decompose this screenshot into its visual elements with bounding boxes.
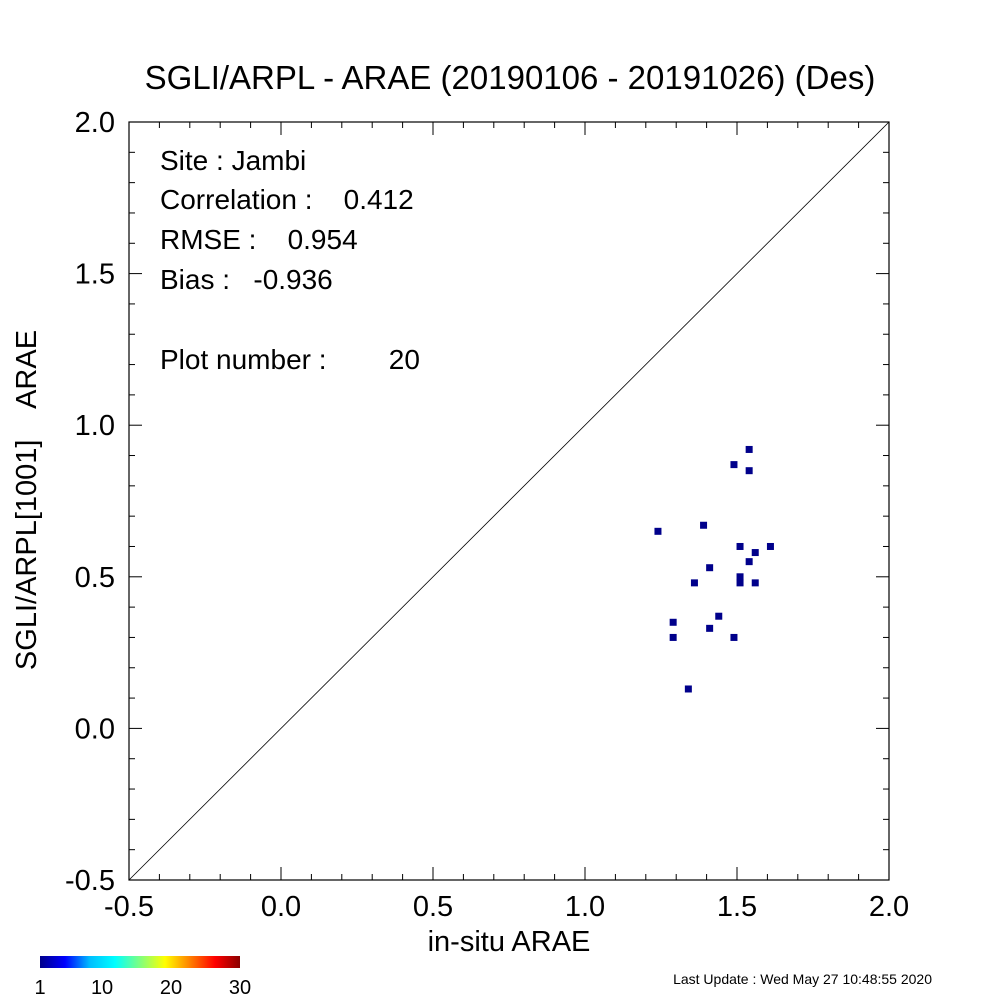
stats-block: Site : Jambi Correlation : 0.412 RMSE : … [160,145,420,375]
chart-title: SGLI/ARPL - ARAE (20190106 - 20191026) (… [145,59,876,96]
data-point [751,579,759,587]
data-point [745,558,753,566]
x-tick-label: 1.5 [717,891,757,923]
y-tick-label: 1.0 [75,410,115,442]
y-tick-label: 0.5 [75,562,115,594]
data-point [745,445,753,453]
stat-correlation: Correlation : 0.412 [160,184,414,215]
axis-tick-labels: -0.5 0.0 0.5 1.0 1.5 2.0 -0.5 0.0 0.5 1.0 1.5 2.0 [65,107,909,923]
data-point [766,542,774,550]
colorbar-tick-label: 30 [229,977,251,999]
data-point [684,685,692,693]
stat-site: Site : Jambi [160,145,306,176]
data-point [730,633,738,641]
x-tick-label: 0.0 [261,891,301,923]
colorbar-tick-labels: 1 10 20 30 [34,977,251,999]
y-tick-label: 2.0 [75,107,115,139]
data-point [715,612,723,620]
y-tick-label: 0.0 [75,713,115,745]
x-tick-label: 1.0 [565,891,605,923]
one-to-one-line [128,121,890,881]
y-axis-label: SGLI/ARPL[1001] ARAE [11,330,43,670]
data-point [751,549,759,557]
data-point [690,579,698,587]
data-points [654,445,774,693]
data-point [669,633,677,641]
x-tick-label: 0.5 [413,891,453,923]
y-tick-label: 1.5 [75,259,115,291]
colorbar-tick-label: 20 [160,977,182,999]
x-axis-label: in-situ ARAE [428,926,591,958]
data-point [736,573,744,581]
x-tick-label: 2.0 [869,891,909,923]
data-point [706,564,714,572]
data-point [745,467,753,475]
data-point [736,579,744,587]
axis-ticks [128,121,890,881]
last-update-text: Last Update : Wed May 27 10:48:55 2020 [673,971,932,987]
stat-plot-number: Plot number : 20 [160,344,420,375]
data-point [730,461,738,469]
colorbar [40,956,240,968]
stat-bias: Bias : -0.936 [160,264,333,295]
colorbar-tick-label: 1 [34,977,45,999]
data-point [669,618,677,626]
stat-rmse: RMSE : 0.954 [160,224,358,255]
x-tick-label: -0.5 [104,891,154,923]
data-point [654,527,662,535]
data-point [700,521,708,529]
colorbar-tick-label: 10 [91,977,113,999]
data-point [706,624,714,632]
y-tick-label: -0.5 [65,865,115,897]
plot-frame [128,121,890,881]
data-point [736,542,744,550]
